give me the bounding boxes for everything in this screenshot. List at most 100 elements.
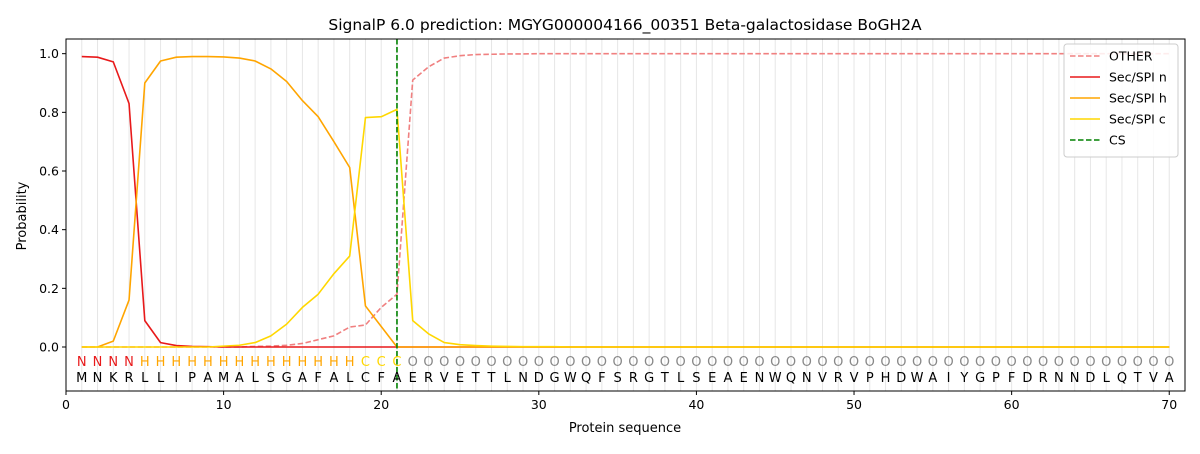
vertical-grid: [81, 39, 1170, 391]
residue-letter: L: [141, 371, 149, 386]
residue-letter: T: [1133, 371, 1142, 386]
region-label: O: [1038, 355, 1048, 370]
region-label: O: [691, 355, 701, 370]
residue-letter: S: [267, 371, 275, 386]
region-label: O: [581, 355, 591, 370]
residue-letter: L: [157, 371, 165, 386]
region-label: H: [156, 355, 166, 370]
region-label: H: [329, 355, 339, 370]
x-tick-label: 40: [688, 397, 704, 412]
residue-letter: E: [409, 371, 417, 386]
plot-frame: [65, 38, 1186, 392]
residue-letter: N: [93, 371, 103, 386]
sequence-letters: NMNNNKNRHLHLHIHPHAHMHAHLHSHGHAHFHAHLCCCF…: [76, 355, 1174, 386]
region-label: O: [1054, 355, 1064, 370]
region-label: O: [676, 355, 686, 370]
residue-letter: V: [850, 371, 859, 386]
region-label: C: [377, 355, 386, 370]
region-label: O: [770, 355, 780, 370]
residue-letter: D: [1022, 371, 1032, 386]
x-tick-label: 70: [1161, 397, 1177, 412]
residue-letter: A: [298, 371, 307, 386]
legend-label: CS: [1109, 133, 1126, 148]
residue-letter: T: [487, 371, 496, 386]
residue-letter: T: [471, 371, 480, 386]
legend-label: Sec/SPI c: [1109, 112, 1166, 127]
region-label: O: [471, 355, 481, 370]
region-label: O: [959, 355, 969, 370]
residue-letter: I: [174, 371, 178, 386]
residue-letter: R: [125, 371, 134, 386]
region-label: H: [187, 355, 197, 370]
residue-letter: E: [456, 371, 464, 386]
region-label: H: [140, 355, 150, 370]
region-label: H: [298, 355, 308, 370]
region-label: O: [817, 355, 827, 370]
residue-letter: R: [1039, 371, 1048, 386]
residue-letter: A: [723, 371, 732, 386]
y-tick-label: 0.6: [39, 164, 59, 179]
residue-letter: H: [881, 371, 891, 386]
region-label: O: [1164, 355, 1174, 370]
region-label: O: [1085, 355, 1095, 370]
region-label: O: [991, 355, 1001, 370]
residue-letter: A: [1165, 371, 1174, 386]
region-label: H: [250, 355, 260, 370]
series-line: [81, 55, 1170, 348]
region-label: O: [1133, 355, 1143, 370]
residue-letter: C: [361, 371, 370, 386]
region-label: O: [849, 355, 859, 370]
residue-letter: F: [314, 371, 321, 386]
residue-letter: R: [424, 371, 433, 386]
region-label: C: [392, 355, 401, 370]
region-label: O: [408, 355, 418, 370]
residue-letter: Q: [581, 371, 591, 386]
region-label: O: [943, 355, 953, 370]
legend-label: OTHER: [1109, 49, 1153, 64]
residue-letter: L: [677, 371, 685, 386]
x-tick-label: 10: [216, 397, 232, 412]
residue-letter: V: [818, 371, 827, 386]
residue-letter: M: [76, 371, 87, 386]
region-label: N: [108, 355, 118, 370]
region-label: H: [203, 355, 213, 370]
region-label: O: [1148, 355, 1158, 370]
residue-letter: D: [1085, 371, 1095, 386]
region-label: H: [282, 355, 292, 370]
region-label: O: [1007, 355, 1017, 370]
residue-letter: M: [218, 371, 229, 386]
x-tick-label: 0: [62, 397, 70, 412]
series-lines: [81, 52, 1170, 348]
region-label: H: [234, 355, 244, 370]
residue-letter: V: [1149, 371, 1158, 386]
residue-letter: G: [975, 371, 985, 386]
chart-title: SignalP 6.0 prediction: MGYG000004166_00…: [328, 16, 922, 35]
region-label: O: [565, 355, 575, 370]
residue-letter: P: [866, 371, 874, 386]
residue-letter: A: [235, 371, 244, 386]
residue-letter: S: [613, 371, 621, 386]
residue-letter: N: [755, 371, 765, 386]
residue-letter: W: [911, 371, 924, 386]
residue-letter: L: [1103, 371, 1111, 386]
residue-letter: K: [109, 371, 118, 386]
region-label: O: [660, 355, 670, 370]
region-label: O: [1022, 355, 1032, 370]
x-tick-label: 60: [1004, 397, 1020, 412]
region-label: H: [171, 355, 181, 370]
residue-letter: P: [992, 371, 1000, 386]
x-axis-ticks: 0 10 20 30 40 50 60 70: [62, 391, 1177, 412]
y-tick-label: 0.8: [39, 105, 59, 120]
x-tick-label: 20: [373, 397, 389, 412]
series-line: [81, 52, 1170, 348]
region-label: O: [707, 355, 717, 370]
residue-letter: Q: [1117, 371, 1127, 386]
residue-letter: T: [660, 371, 669, 386]
region-label: H: [345, 355, 355, 370]
region-label: O: [613, 355, 623, 370]
residue-letter: V: [440, 371, 449, 386]
legend: OTHER Sec/SPI n Sec/SPI h Sec/SPI c CS: [1063, 43, 1179, 158]
residue-letter: D: [896, 371, 906, 386]
